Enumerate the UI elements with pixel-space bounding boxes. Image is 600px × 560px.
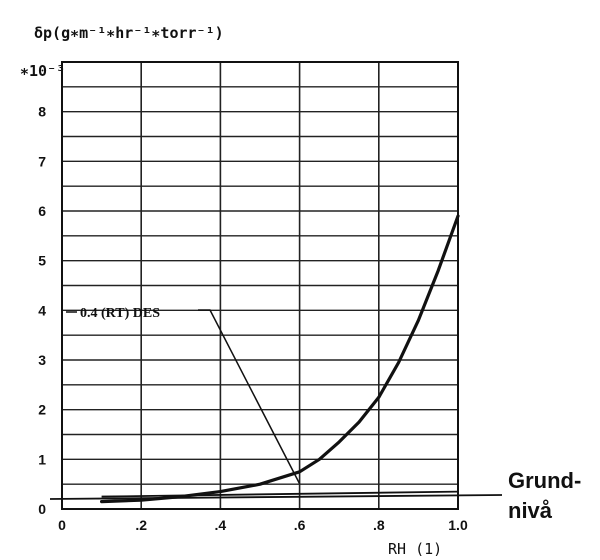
plot-frame: [61, 61, 459, 510]
x-tick-label: .6: [294, 517, 306, 533]
y-tick-label: 3: [38, 352, 46, 368]
baseline-line: [101, 490, 459, 498]
y-tick-label: 7: [38, 153, 46, 169]
y-tick-label: 1: [38, 451, 46, 467]
series-lines: [49, 214, 503, 504]
y-tick-label: 0: [38, 501, 46, 517]
x-tick-label: .2: [135, 517, 147, 533]
annotations: 0.4 (RT) DES: [66, 306, 301, 485]
y-tick-label: 4: [38, 302, 46, 318]
x-tick-labels: 0 .2 .4 .6 .8 1.0: [58, 517, 468, 533]
y-axis-multiplier: ∗10⁻³: [20, 62, 65, 80]
plot-border: [61, 61, 459, 510]
grid: [62, 62, 459, 509]
y-tick-label: 6: [38, 203, 46, 219]
baseline-label-line1: Grund-: [508, 468, 581, 493]
series-annotation-label: 0.4 (RT) DES: [80, 306, 160, 321]
y-tick-labels: 0 1 2 3 4 5 6 7 8: [38, 104, 46, 517]
x-axis-label: RH (1): [388, 540, 442, 558]
baseline-label-line2: nivå: [508, 498, 553, 523]
y-axis-label: δp(g∗m⁻¹∗hr⁻¹∗torr⁻¹): [34, 24, 224, 42]
y-tick-label: 2: [38, 402, 46, 418]
x-tick-label: .4: [215, 517, 227, 533]
x-tick-label: .8: [373, 517, 385, 533]
y-tick-label: 8: [38, 104, 46, 120]
y-tick-label: 5: [38, 253, 46, 269]
x-tick-label: 1.0: [448, 517, 468, 533]
baseline-extension-line: [49, 494, 503, 500]
annotation-leader-line: [198, 309, 301, 485]
x-tick-label: 0: [58, 517, 66, 533]
